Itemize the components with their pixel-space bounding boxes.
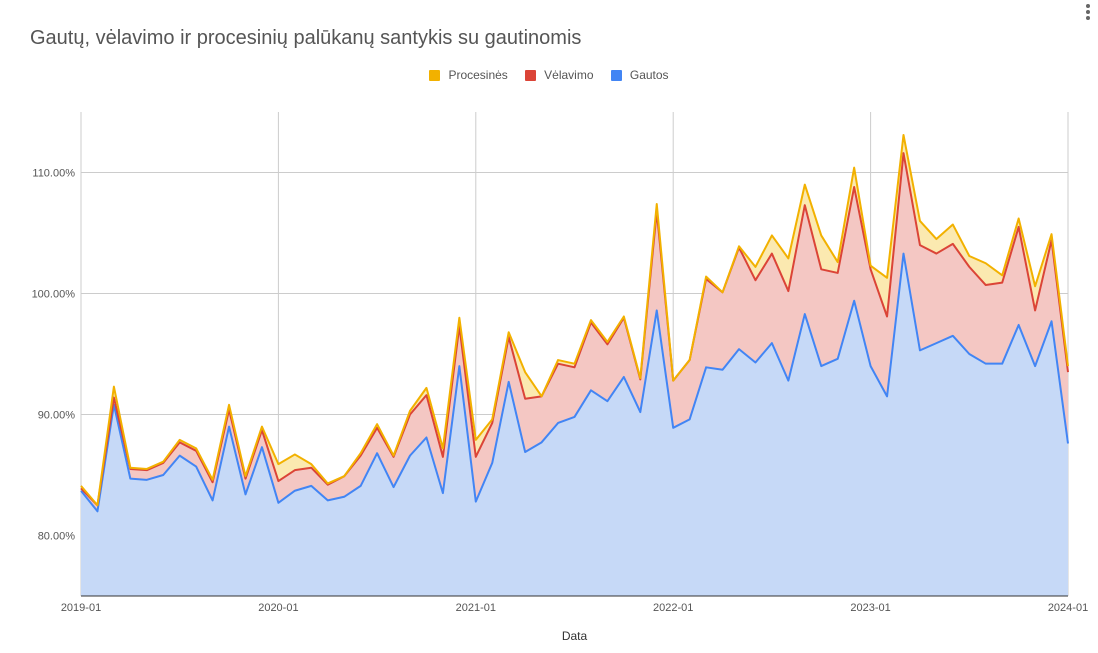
y-tick-label: 80.00% xyxy=(38,531,76,543)
more-options-icon[interactable] xyxy=(1082,2,1094,22)
legend-swatch-velavimo xyxy=(525,69,537,81)
legend-swatch-gautos xyxy=(610,69,622,81)
legend-label-procesines: Procesinės xyxy=(448,68,508,82)
x-axis-title: Data xyxy=(562,629,588,643)
x-tick-label: 2024-01 xyxy=(1048,602,1088,614)
chart-legend: Procesinės Vėlavimo Gautos xyxy=(0,68,1098,84)
legend-label-gautos: Gautos xyxy=(629,68,669,82)
area-velavimo xyxy=(81,153,1068,512)
x-tick-label: 2022-01 xyxy=(653,602,693,614)
legend-swatch-procesines xyxy=(429,69,441,81)
legend-item-velavimo[interactable]: Vėlavimo xyxy=(525,68,594,82)
series-lines xyxy=(80,133,1069,513)
axes: 80.00% 90.00% 100.00% 110.00% 2019-01 2020-01… xyxy=(32,168,1089,615)
line-procesines xyxy=(80,133,1069,507)
series-areas xyxy=(81,134,1068,596)
x-tick-label: 2020-01 xyxy=(258,602,298,614)
x-tick-label: 2021-01 xyxy=(456,602,496,614)
area-gautos xyxy=(81,253,1068,596)
line-gautos xyxy=(80,252,1069,513)
legend-item-gautos[interactable]: Gautos xyxy=(610,68,669,82)
x-tick-label: 2023-01 xyxy=(850,602,890,614)
chart-title: Gautų, vėlavimo ir procesinių palūkanų s… xyxy=(30,27,582,49)
y-tick-label: 90.00% xyxy=(38,410,76,422)
legend-item-procesines[interactable]: Procesinės xyxy=(429,68,508,82)
x-tick-label: 2019-01 xyxy=(61,602,101,614)
y-tick-label: 100.00% xyxy=(32,289,76,301)
line-velavimo xyxy=(80,152,1069,507)
legend-label-velavimo: Vėlavimo xyxy=(544,68,594,82)
y-tick-label: 110.00% xyxy=(32,168,75,180)
